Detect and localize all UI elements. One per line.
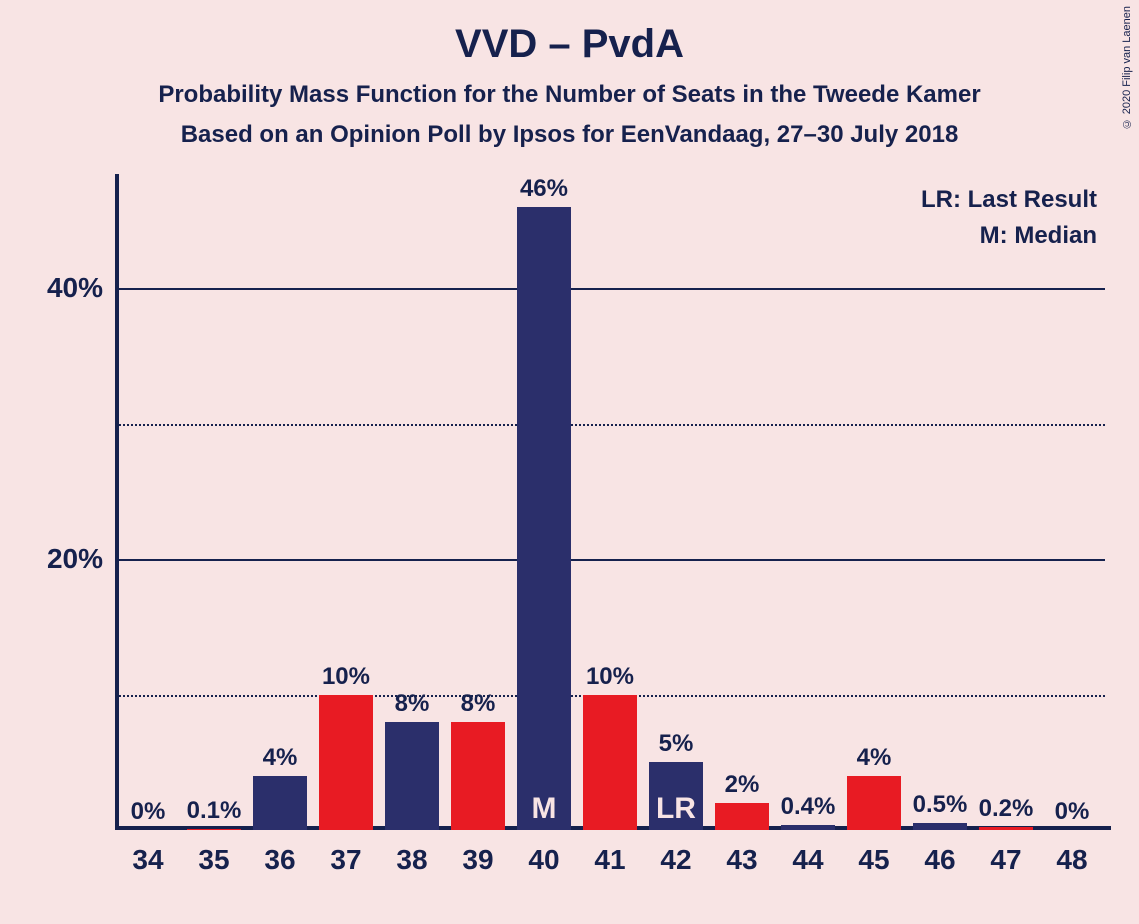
- x-tick-label: 37: [330, 830, 361, 876]
- bar-value-label: 0%: [1055, 798, 1090, 830]
- x-tick-label: 44: [792, 830, 823, 876]
- x-tick-label: 34: [132, 830, 163, 876]
- gridline-major: [115, 559, 1105, 561]
- bar: 8%: [451, 722, 505, 830]
- bar-value-label: 0%: [131, 798, 166, 830]
- gridline-minor: [115, 424, 1105, 426]
- y-tick-label: 40%: [47, 272, 115, 304]
- chart-title: VVD – PvdA: [0, 0, 1139, 67]
- chart-subtitle-2: Based on an Opinion Poll by Ipsos for Ee…: [0, 121, 1139, 149]
- bar-value-label: 5%: [659, 730, 694, 762]
- y-axis: [115, 174, 119, 830]
- bar-marker: LR: [656, 792, 696, 826]
- legend-m: M: Median: [921, 222, 1097, 250]
- x-tick-label: 40: [528, 830, 559, 876]
- plot-area: 20%40%0%340.1%354%3610%378%388%3946%M401…: [115, 180, 1105, 830]
- x-tick-label: 43: [726, 830, 757, 876]
- bar: 10%: [319, 695, 373, 830]
- bar-marker: M: [531, 792, 556, 826]
- bar: 10%: [583, 695, 637, 830]
- chart-subtitle-1: Probability Mass Function for the Number…: [0, 81, 1139, 109]
- bar: 8%: [385, 722, 439, 830]
- x-tick-label: 41: [594, 830, 625, 876]
- x-tick-label: 45: [858, 830, 889, 876]
- bar: 46%M: [517, 207, 571, 830]
- copyright-text: © 2020 Filip van Laenen: [1121, 6, 1133, 129]
- bar-value-label: 46%: [520, 175, 568, 207]
- x-tick-label: 39: [462, 830, 493, 876]
- legend: LR: Last Result M: Median: [921, 186, 1097, 250]
- bar-value-label: 0.2%: [979, 795, 1034, 827]
- bar-value-label: 2%: [725, 771, 760, 803]
- bar-value-label: 10%: [586, 663, 634, 695]
- bar-value-label: 0.1%: [187, 797, 242, 829]
- pmf-bar-chart: 20%40%0%340.1%354%3610%378%388%3946%M401…: [115, 180, 1105, 830]
- bar-value-label: 0.4%: [781, 793, 836, 825]
- bar: 4%: [847, 776, 901, 830]
- x-tick-label: 36: [264, 830, 295, 876]
- x-tick-label: 35: [198, 830, 229, 876]
- x-tick-label: 42: [660, 830, 691, 876]
- bar-value-label: 8%: [395, 690, 430, 722]
- bar-value-label: 8%: [461, 690, 496, 722]
- bar-value-label: 10%: [322, 663, 370, 695]
- bar-value-label: 0.5%: [913, 791, 968, 823]
- bar: 4%: [253, 776, 307, 830]
- bar: 2%: [715, 803, 769, 830]
- bar: 0.5%: [913, 823, 967, 830]
- x-tick-label: 47: [990, 830, 1021, 876]
- y-tick-label: 20%: [47, 543, 115, 575]
- x-tick-label: 46: [924, 830, 955, 876]
- x-tick-label: 48: [1056, 830, 1087, 876]
- bar-value-label: 4%: [263, 744, 298, 776]
- bar-value-label: 4%: [857, 744, 892, 776]
- legend-lr: LR: Last Result: [921, 186, 1097, 214]
- x-tick-label: 38: [396, 830, 427, 876]
- gridline-major: [115, 288, 1105, 290]
- bar: 5%LR: [649, 762, 703, 830]
